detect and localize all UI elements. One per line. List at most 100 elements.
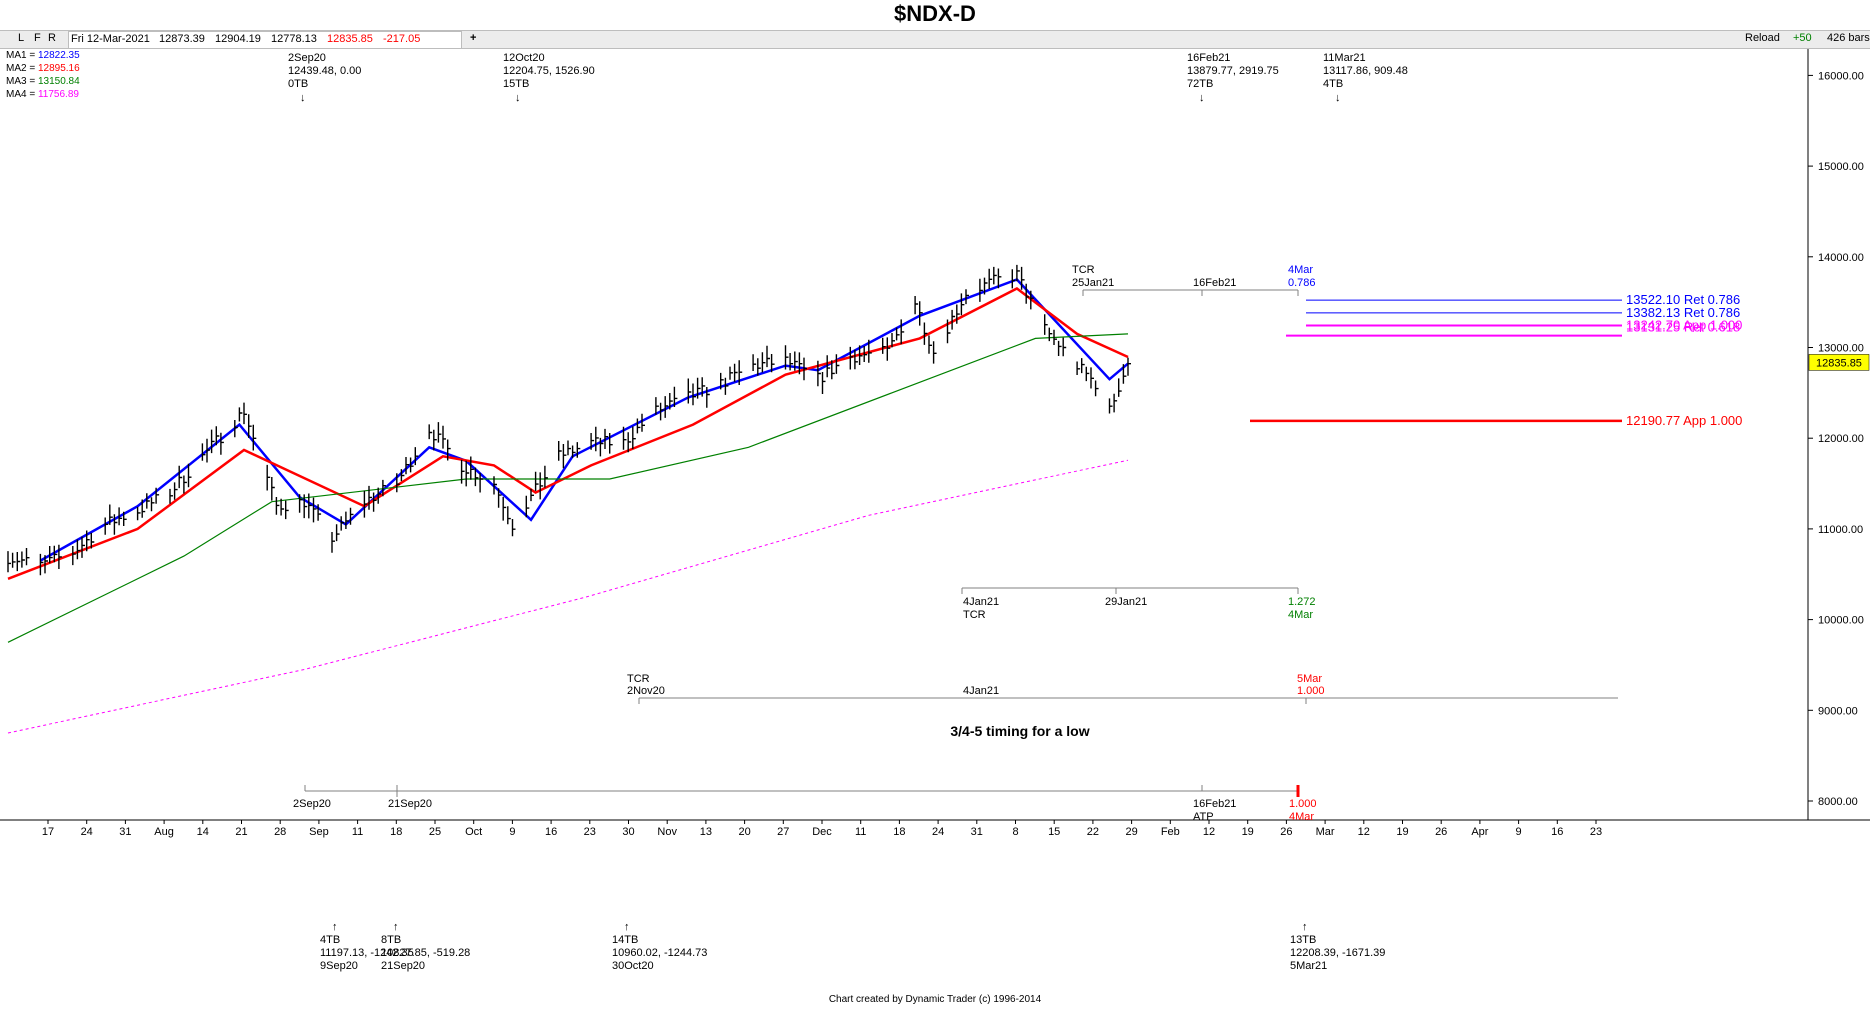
x-tick-label: Aug [154, 826, 174, 838]
price-bar [303, 494, 308, 519]
x-tick-label: 14 [197, 826, 209, 838]
price-bar [173, 482, 178, 500]
price-bar [1057, 340, 1062, 356]
price-bar [11, 552, 16, 568]
price-bar [965, 289, 969, 305]
price-bar [1076, 361, 1081, 375]
price-bar [405, 457, 409, 475]
price-bar [895, 327, 900, 341]
x-tick-label: Dec [812, 826, 832, 838]
x-tick-label: 19 [1396, 826, 1408, 838]
price-bar [641, 413, 645, 432]
pivot-label-bottom: 21Sep20 [381, 960, 425, 972]
price-level-label: 13131.25 Ret 0.618 [1626, 320, 1740, 335]
price-bar [914, 296, 919, 315]
price-bar [349, 507, 354, 525]
price-bar [1122, 364, 1127, 384]
price-bar [409, 457, 414, 473]
x-tick-label: 12 [1203, 826, 1215, 838]
button-f[interactable]: F [34, 32, 41, 44]
price-bar [497, 488, 502, 508]
price-bar [687, 378, 692, 404]
x-tick-label: Mar [1316, 826, 1335, 838]
price-bar [720, 372, 724, 390]
x-tick-label: 26 [1280, 826, 1292, 838]
price-bar [266, 464, 271, 491]
price-bar [210, 429, 215, 454]
y-tick-label: 15000.00 [1818, 161, 1864, 173]
price-bar [220, 432, 224, 455]
price-bar [150, 497, 155, 512]
pivot-label-top: 11Mar21 [1323, 52, 1366, 64]
button-r[interactable]: R [48, 32, 56, 44]
price-bar [983, 277, 988, 295]
price-bar [590, 433, 595, 450]
price-bar [609, 433, 613, 454]
x-tick-label: 23 [1590, 826, 1602, 838]
pivot-label-top: 12439.48, 0.00 [288, 65, 361, 77]
time-label: 2Nov20 [627, 685, 665, 697]
price-bar [470, 456, 474, 480]
time-label: 4Mar [1288, 264, 1313, 276]
price-bar [234, 420, 238, 438]
add-button[interactable]: + [470, 32, 477, 44]
button-l[interactable]: L [18, 32, 25, 44]
price-bar [474, 467, 479, 487]
time-label: 21Sep20 [388, 798, 432, 810]
pivot-arrow-down: ↓ [300, 92, 306, 104]
price-bar [298, 494, 303, 513]
price-bar [377, 487, 382, 504]
price-bar [49, 546, 53, 564]
x-tick-label: 12 [1358, 826, 1370, 838]
price-bar [951, 309, 956, 330]
price-bar [534, 471, 539, 491]
price-bar [396, 473, 400, 493]
pivot-label-bottom: 9Sep20 [320, 960, 358, 972]
pivot-label-top: 12Oct20 [503, 52, 545, 64]
price-bar [201, 443, 206, 461]
time-label: 16Feb21 [1193, 798, 1236, 810]
time-label: 4Mar [1288, 609, 1313, 621]
price-bar [1044, 314, 1048, 335]
price-bar [567, 440, 571, 456]
price-bar [858, 345, 863, 365]
x-tick-label: 18 [390, 826, 402, 838]
ma-line-ma1 [39, 278, 1129, 562]
reload-button[interactable]: Reload [1745, 32, 1780, 44]
x-tick-label: Sep [309, 826, 329, 838]
bar-open: 12873.39 [159, 33, 205, 45]
price-bar [76, 539, 81, 560]
price-bar [382, 479, 386, 497]
price-bar [1118, 378, 1122, 397]
price-bar [627, 432, 632, 453]
y-tick-label: 8000.00 [1818, 796, 1858, 808]
pivot-label-bottom: 11197.13, -1242.35 [320, 947, 414, 959]
footer-credit: Chart created by Dynamic Trader (c) 1996… [828, 994, 1042, 1005]
price-bar [90, 532, 95, 549]
price-bar [817, 360, 821, 387]
price-bar [1127, 357, 1131, 376]
x-tick-label: 16 [545, 826, 557, 838]
price-bar [849, 346, 854, 370]
price-bar [460, 459, 465, 484]
price-bar [331, 532, 335, 553]
x-tick-label: 31 [119, 826, 131, 838]
plus-bars-button[interactable]: +50 [1793, 32, 1812, 44]
price-bar [886, 337, 891, 361]
x-tick-label: Feb [1161, 826, 1180, 838]
price-bar [58, 544, 62, 569]
price-bar [25, 548, 30, 566]
price-bar [1053, 329, 1057, 345]
pivot-label-bottom: 14TB [612, 934, 638, 946]
price-bar [428, 424, 433, 440]
price-bar [757, 358, 761, 376]
timing-note: 3/4-5 timing for a low [950, 723, 1089, 739]
price-bar [21, 551, 25, 568]
pivot-arrow-down: ↓ [515, 92, 521, 104]
price-bar [123, 511, 127, 526]
price-bar [960, 293, 965, 316]
price-bar [826, 355, 831, 378]
price-bar [155, 487, 160, 504]
x-tick-label: 11 [352, 826, 363, 838]
price-bar [136, 506, 141, 521]
